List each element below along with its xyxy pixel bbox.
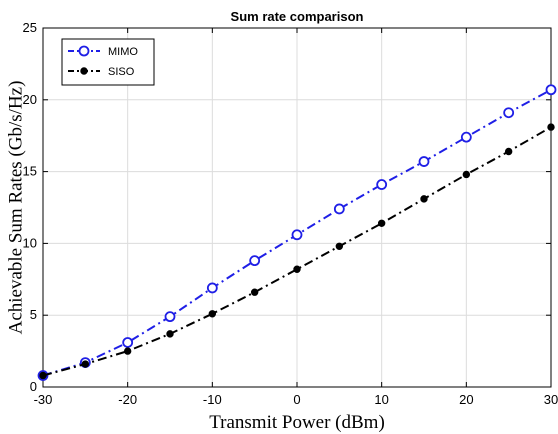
y-tick-label: 15 [23,164,37,179]
legend-marker [78,45,90,57]
y-tick-label: 0 [30,379,37,394]
data-point-siso [293,265,301,273]
legend-label: MIMO [108,46,138,58]
data-point-mimo [460,131,472,143]
y-tick-label: 20 [23,92,37,107]
data-point-siso [420,195,428,203]
legend: MIMO SISO [61,38,155,86]
data-point-siso [208,310,217,318]
data-point-mimo [249,255,261,267]
data-point-siso [123,347,132,355]
x-tick-label: 0 [293,392,300,407]
data-point-siso [547,123,555,131]
chart-title: Sum rate comparison [231,9,364,24]
data-point-siso [504,147,513,156]
data-point-mimo [291,229,303,241]
legend-label: SISO [108,66,135,78]
data-point-siso [335,242,344,250]
data-point-mimo [418,156,430,167]
data-point-mimo [376,179,388,190]
y-tick-label: 5 [30,307,37,322]
axis-ticks: -30 -20 -10 0 10 20 30 0 5 10 15 20 25 [23,20,558,407]
legend-marker [80,67,88,75]
series-layer [37,84,557,381]
legend-box [61,38,155,86]
legend-item-siso: SISO [68,66,135,78]
x-axis-label: Transmit Power (dBm) [209,412,385,433]
data-point-mimo [333,203,345,215]
data-point-mimo [545,84,557,96]
x-tick-label: -20 [118,392,137,407]
x-tick-label: 30 [544,392,558,407]
y-tick-label: 25 [23,20,37,35]
legend-item-mimo: MIMO [68,45,138,58]
data-point-mimo [503,107,515,119]
data-point-siso [462,170,471,179]
y-tick-label: 10 [23,235,37,250]
legend-items: MIMO SISO [68,45,138,78]
data-point-siso [166,330,174,338]
x-tick-label: 10 [374,392,388,407]
x-tick-label: 20 [459,392,473,407]
x-tick-label: -10 [203,392,222,407]
data-point-siso [250,288,259,296]
data-point-siso [39,371,47,380]
data-point-siso [81,360,90,368]
data-point-mimo [122,337,134,348]
data-point-mimo [164,311,176,323]
x-tick-label: -30 [34,392,53,407]
data-point-siso [377,219,386,227]
data-point-mimo [206,282,218,294]
y-axis-label: Achievable Sum Rates (Gb/s/Hz) [5,81,26,335]
